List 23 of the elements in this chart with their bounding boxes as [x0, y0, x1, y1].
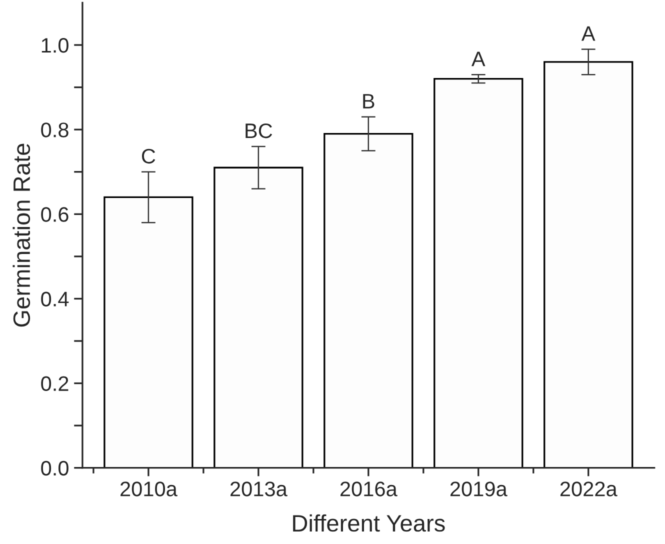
y-tick-label: 0.4 — [41, 292, 69, 306]
annotation: B — [363, 94, 374, 108]
bar — [324, 132, 414, 468]
y-tick-label: 0.0 — [41, 460, 68, 476]
y-tick-label: 0.8 — [41, 122, 68, 138]
y-tick-label: 0.6 — [41, 207, 68, 222]
y-axis-title: Germination Rate — [12, 144, 30, 327]
bar — [214, 166, 304, 468]
x-tick-label: 2016a — [340, 482, 398, 496]
annotation: C — [142, 148, 156, 164]
y-tick-label: 0.2 — [41, 376, 68, 392]
annotation: A — [471, 52, 486, 66]
bar — [544, 61, 634, 468]
bar — [434, 78, 524, 468]
x-tick-label: 2022a — [560, 482, 618, 496]
annotation: BC — [246, 123, 272, 138]
x-tick-label: 2010a — [120, 482, 178, 496]
x-tick-label: 2013a — [230, 482, 288, 496]
x-axis-title: Different Years — [293, 514, 445, 532]
y-tick-label: 1.0 — [42, 38, 68, 53]
bar — [104, 196, 194, 468]
annotation: A — [581, 26, 596, 41]
x-tick-label: 2019a — [450, 482, 508, 496]
